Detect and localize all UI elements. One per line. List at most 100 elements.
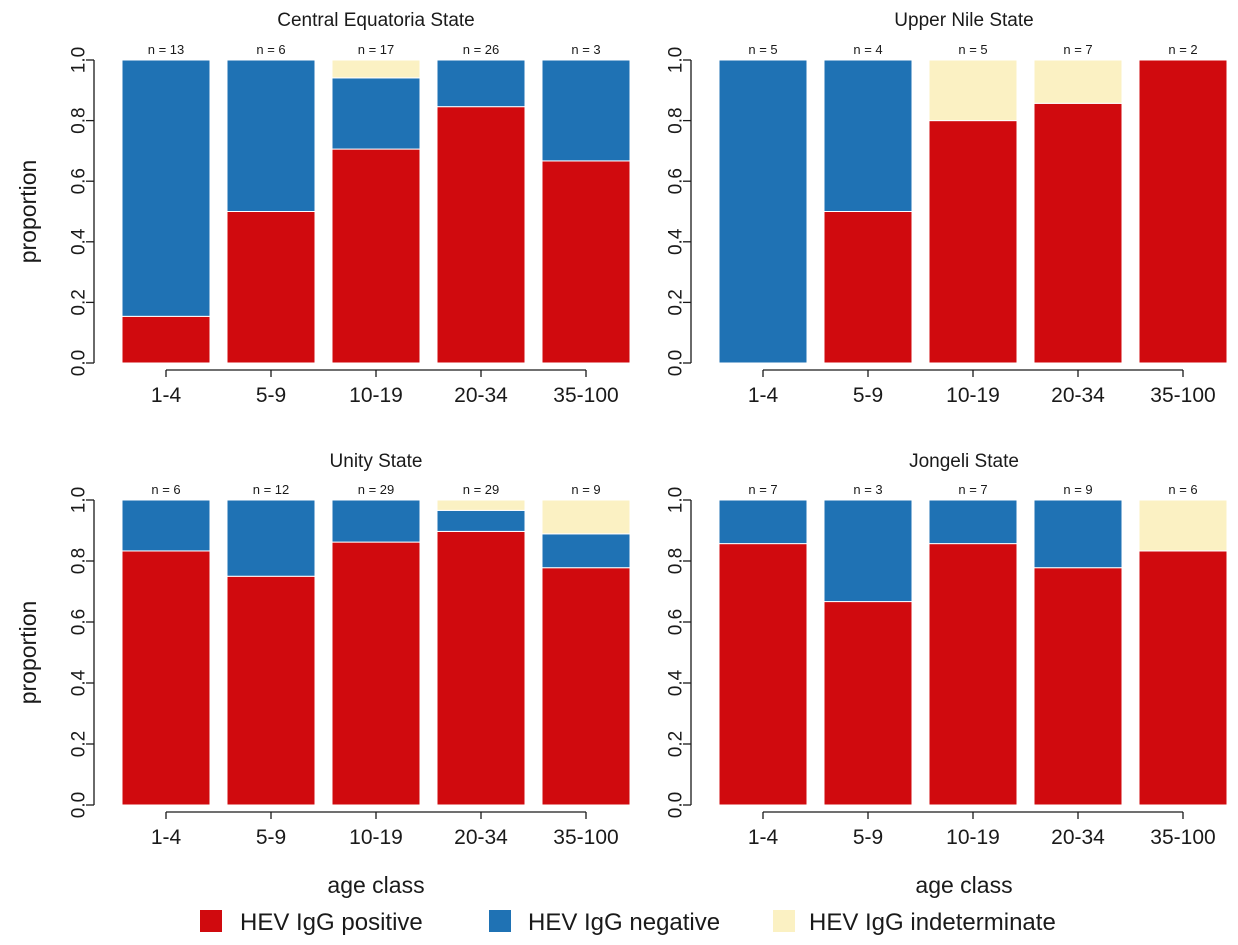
x-tick-label: 1-4: [748, 384, 779, 407]
x-tick-label: 5-9: [853, 384, 883, 407]
y-tick-label: 1.0: [666, 47, 687, 73]
bar-segment-positive: [928, 543, 1018, 806]
y-tick-label: 0.8: [666, 548, 687, 574]
bar-segment-negative: [928, 499, 1018, 545]
x-axis-title: age class: [915, 872, 1012, 898]
y-tick-label: 0.4: [69, 228, 90, 255]
bar-segment-positive: [121, 315, 211, 364]
bar-segment-positive: [1138, 550, 1228, 806]
y-tick-label: 0.6: [666, 609, 687, 635]
bar-segment-negative: [1033, 499, 1123, 569]
legend-label-negative: HEV IgG negative: [528, 909, 720, 936]
legend-label-indeterminate: HEV IgG indeterminate: [809, 909, 1056, 936]
n-label: n = 29: [463, 482, 500, 497]
x-tick-label: 1-4: [151, 384, 182, 407]
y-axis-title: proportion: [15, 601, 41, 705]
bar-segment-positive: [121, 550, 211, 806]
chart-panel: Unity State n = 6 1-4 n = 12 5-9 n = 29 10-19 n…: [15, 451, 631, 898]
bar-segment-positive: [541, 160, 631, 364]
n-label: n = 13: [148, 42, 185, 57]
x-tick-label: 35-100: [1150, 384, 1215, 407]
chart-panels: Central Equatoria State n = 13 1-4 n = 6 5-9…: [15, 10, 1228, 898]
y-tick-label: 0.6: [69, 609, 90, 635]
panel-title: Jongeli State: [909, 451, 1019, 472]
bar-segment-positive: [226, 575, 316, 806]
y-tick-label: 0.0: [666, 350, 687, 376]
bar-segment-indeterminate: [436, 499, 526, 511]
y-tick-label: 1.0: [69, 487, 90, 513]
x-tick-label: 1-4: [151, 826, 182, 849]
panel-title: Unity State: [330, 451, 423, 472]
x-tick-label: 5-9: [853, 826, 883, 849]
bar-segment-indeterminate: [541, 499, 631, 535]
bar-segment-positive: [1033, 567, 1123, 806]
y-tick-label: 0.0: [666, 792, 687, 818]
n-label: n = 26: [463, 42, 500, 57]
y-axis-title: proportion: [15, 160, 41, 264]
legend-label-positive: HEV IgG positive: [240, 909, 423, 936]
bar-segment-indeterminate: [1033, 59, 1123, 104]
n-label: n = 6: [1168, 482, 1197, 497]
bar-segment-negative: [121, 499, 211, 552]
bar-segment-negative: [331, 77, 421, 150]
n-label: n = 6: [256, 42, 285, 57]
x-tick-label: 20-34: [454, 384, 508, 407]
legend-swatch-positive: [200, 910, 222, 932]
n-label: n = 12: [253, 482, 290, 497]
n-label: n = 6: [151, 482, 180, 497]
n-label: n = 29: [358, 482, 395, 497]
bar-segment-negative: [541, 59, 631, 162]
x-tick-label: 10-19: [349, 384, 403, 407]
n-label: n = 9: [571, 482, 600, 497]
y-tick-label: 0.4: [69, 669, 90, 696]
bar-segment-positive: [823, 211, 913, 364]
x-tick-label: 20-34: [454, 826, 508, 849]
bar-segment-negative: [226, 59, 316, 212]
x-tick-label: 5-9: [256, 384, 286, 407]
bar-segment-negative: [436, 59, 526, 108]
x-tick-label: 10-19: [946, 826, 1000, 849]
n-label: n = 2: [1168, 42, 1197, 57]
bar-segment-indeterminate: [928, 59, 1018, 122]
y-tick-label: 0.6: [69, 168, 90, 194]
y-tick-label: 0.4: [666, 669, 687, 696]
n-label: n = 5: [958, 42, 987, 57]
bar-segment-positive: [436, 106, 526, 364]
legend-swatch-negative: [489, 910, 511, 932]
y-tick-label: 1.0: [69, 47, 90, 73]
y-tick-label: 0.2: [666, 289, 687, 315]
bar-segment-positive: [331, 148, 421, 364]
bar-segment-negative: [436, 509, 526, 532]
x-tick-label: 35-100: [553, 384, 618, 407]
y-tick-label: 0.8: [69, 548, 90, 574]
x-tick-label: 20-34: [1051, 384, 1105, 407]
x-tick-label: 35-100: [553, 826, 618, 849]
chart-panel: Jongeli State n = 7 1-4 n = 3 5-9 n = 7 10-19 n…: [666, 451, 1228, 898]
bar-segment-positive: [541, 567, 631, 806]
n-label: n = 3: [571, 42, 600, 57]
panel-title: Central Equatoria State: [277, 10, 475, 31]
y-tick-label: 0.4: [666, 228, 687, 255]
legend-swatch-indeterminate: [773, 910, 795, 932]
n-label: n = 7: [958, 482, 987, 497]
bar-segment-positive: [331, 541, 421, 806]
bar-segment-negative: [718, 59, 808, 364]
bar-segment-indeterminate: [1138, 499, 1228, 552]
x-tick-label: 5-9: [256, 826, 286, 849]
chart-panel: Upper Nile State n = 5 1-4 n = 4 5-9 n = 5 10-…: [666, 10, 1228, 407]
x-tick-label: 10-19: [946, 384, 1000, 407]
n-label: n = 5: [748, 42, 777, 57]
y-tick-label: 0.2: [666, 731, 687, 757]
x-tick-label: 35-100: [1150, 826, 1215, 849]
x-axis-title: age class: [327, 872, 424, 898]
y-tick-label: 0.0: [69, 792, 90, 818]
x-tick-label: 10-19: [349, 826, 403, 849]
bar-segment-positive: [1138, 59, 1228, 364]
bar-segment-negative: [718, 499, 808, 545]
y-tick-label: 1.0: [666, 487, 687, 513]
bar-segment-negative: [823, 59, 913, 212]
n-label: n = 9: [1063, 482, 1092, 497]
bar-segment-positive: [928, 120, 1018, 364]
bar-segment-positive: [226, 211, 316, 364]
